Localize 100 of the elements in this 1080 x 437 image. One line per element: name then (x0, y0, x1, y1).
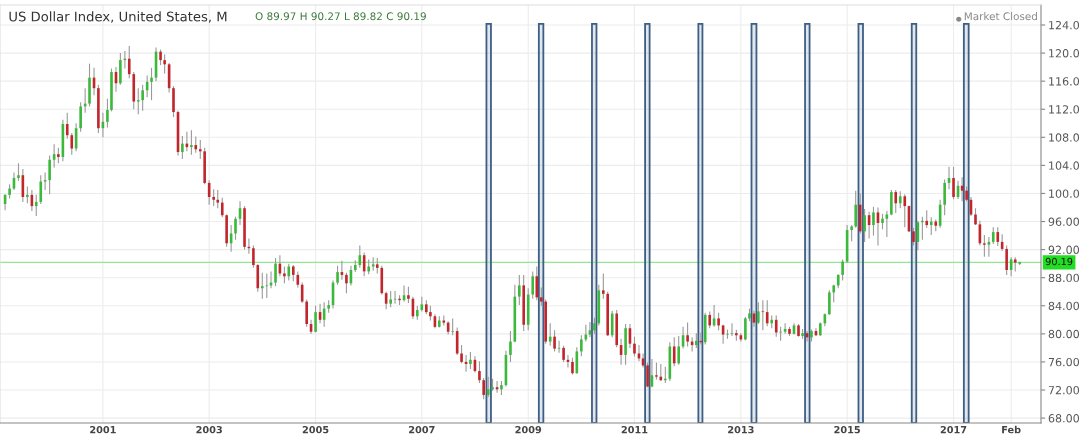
candlestick (540, 286, 543, 307)
candlestick (686, 322, 689, 348)
candlestick (890, 189, 893, 216)
candlestick (841, 258, 844, 282)
candlestick (672, 336, 676, 367)
y-tick-label: 80.00 (1048, 329, 1080, 339)
y-tick-label: 72.00 (1048, 385, 1080, 395)
candlestick (509, 330, 512, 363)
candlestick (106, 98, 109, 129)
x-tick-label: 2001 (90, 425, 116, 434)
candlestick (553, 329, 556, 352)
candlestick (127, 45, 131, 79)
y-tick-label: 104.0 (1049, 161, 1080, 170)
candlestick (265, 272, 269, 299)
candlestick (531, 270, 535, 300)
y-tick-label: 88.00 (1048, 273, 1080, 283)
candlestick (974, 207, 977, 226)
candlestick (943, 178, 946, 216)
candlestick (744, 316, 747, 341)
candlestick (548, 322, 552, 347)
candlestick (79, 101, 82, 133)
x-tick-label: 2009 (515, 425, 542, 434)
candlestick (163, 53, 166, 74)
candlestick (761, 299, 765, 331)
candlestick (535, 265, 539, 301)
candlestick (518, 274, 521, 306)
candlestick (110, 67, 113, 112)
candlestick (345, 272, 348, 294)
candlestick (903, 193, 907, 228)
candlestick (1005, 244, 1008, 276)
candlestick (478, 360, 481, 384)
candlestick (358, 244, 362, 269)
candlestick (730, 322, 734, 337)
candlestick (274, 257, 277, 287)
candlestick (216, 189, 220, 209)
candlestick (243, 205, 246, 251)
candlestick (119, 52, 122, 86)
y-tick-label: 96.00 (1048, 217, 1080, 226)
candlestick (220, 197, 224, 218)
y-tick-label: 108.0 (1049, 133, 1080, 142)
candlestick (757, 301, 760, 325)
annotation: Market Closed (964, 12, 1037, 21)
candlestick (256, 263, 260, 293)
candlestick (234, 216, 237, 241)
candlestick (797, 323, 800, 338)
x-tick-label: 2011 (621, 425, 648, 434)
candlestick (726, 329, 729, 340)
annotation: O 89.97 H 90.27 L 89.82 C 90.19 (255, 12, 426, 21)
candlestick (172, 85, 175, 118)
candlestick (588, 321, 592, 338)
candlestick (912, 227, 915, 246)
candlestick (557, 340, 561, 354)
x-tick-label: 2013 (728, 425, 754, 434)
y-tick-label: 76.00 (1048, 357, 1080, 367)
y-tick-label: 100.0 (1049, 189, 1080, 198)
candlestick (336, 265, 339, 286)
candlestick (252, 244, 255, 269)
candlestick (34, 194, 38, 217)
candlestick (863, 208, 866, 243)
candlestick (633, 336, 636, 357)
candlestick (141, 84, 144, 112)
candlestick (610, 310, 614, 338)
candlestick (788, 326, 791, 337)
x-tick-label: Feb (1002, 425, 1021, 434)
y-tick-label: 116.0 (1049, 77, 1080, 86)
candlestick (482, 377, 485, 400)
candlestick (894, 189, 898, 214)
y-tick-label: 68.00 (1048, 414, 1080, 423)
candlestick (136, 87, 140, 115)
candlestick (181, 135, 184, 160)
candlestick (996, 226, 1000, 247)
y-tick-label: 112.0 (1049, 105, 1080, 114)
candlestick (17, 162, 20, 182)
x-tick-label: 2007 (409, 425, 435, 434)
candlestick (602, 272, 605, 300)
candlestick (765, 299, 769, 327)
candlestick (150, 67, 153, 101)
y-tick-label: 124.0 (1049, 20, 1080, 30)
candlestick (70, 132, 74, 156)
chart-title: US Dollar Index, United States, M (9, 11, 227, 23)
candlestick (952, 166, 955, 200)
y-tick-label: 84.00 (1048, 301, 1080, 311)
candlestick (854, 190, 858, 229)
y-tick-label: 92.00 (1048, 245, 1080, 254)
candlestick (460, 344, 463, 364)
candlestick (677, 335, 681, 366)
candlestick (314, 305, 317, 334)
candlestick (39, 174, 43, 205)
candlestick (260, 272, 264, 300)
candlestick (43, 171, 47, 191)
candlestick (65, 112, 69, 140)
candlestick (774, 315, 778, 338)
candlestick (881, 213, 884, 230)
candlestick (88, 63, 91, 107)
candlestick (198, 139, 202, 160)
candlestick (580, 334, 583, 357)
candlestick (983, 234, 986, 258)
candlestick (646, 362, 649, 388)
y-tick-label: 120.0 (1049, 49, 1080, 58)
ref-line-label: 90.19 (1045, 257, 1073, 266)
